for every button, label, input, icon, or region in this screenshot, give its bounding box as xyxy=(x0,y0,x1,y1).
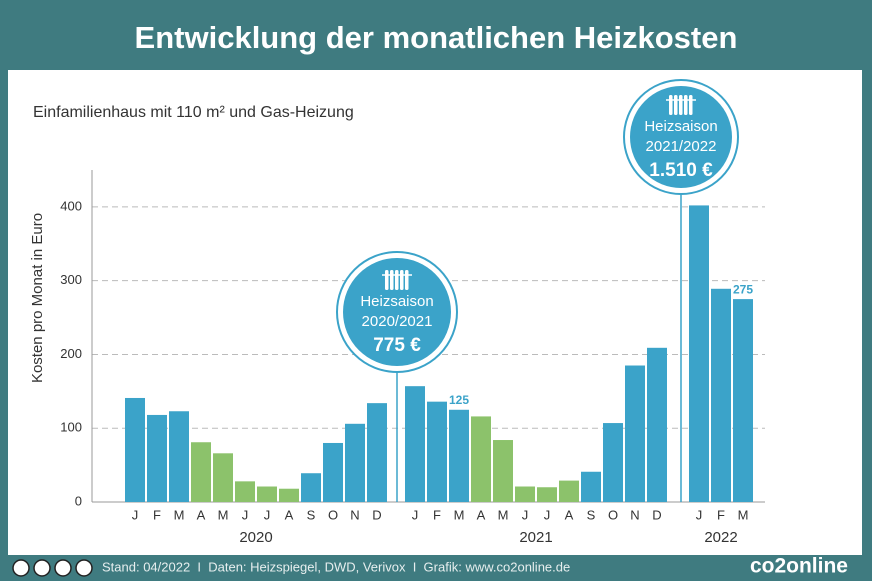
radiator-icon xyxy=(400,270,404,290)
x-tick-label: J xyxy=(264,507,271,522)
x-tick-label: M xyxy=(174,507,185,522)
bar xyxy=(279,488,299,502)
bar xyxy=(581,471,601,502)
callout-season: 2020/2021 xyxy=(362,313,433,330)
x-tick-label: N xyxy=(350,507,359,522)
logo: co2online xyxy=(750,555,848,578)
bar xyxy=(449,409,469,502)
bar xyxy=(515,486,535,502)
x-tick-label: A xyxy=(477,507,486,522)
bar xyxy=(257,486,277,502)
x-tick-label: S xyxy=(307,507,316,522)
bar xyxy=(125,397,145,502)
year-label: 2020 xyxy=(239,529,272,546)
y-tick-label: 400 xyxy=(60,198,82,213)
license-icons xyxy=(12,559,93,577)
x-tick-label: S xyxy=(587,507,596,522)
radiator-icon xyxy=(385,270,389,290)
x-tick-label: J xyxy=(412,507,419,522)
bar xyxy=(471,416,491,502)
x-tick-label: J xyxy=(696,507,703,522)
x-tick-label: A xyxy=(565,507,574,522)
bar xyxy=(235,481,255,502)
y-axis-label: Kosten pro Monat in Euro xyxy=(29,213,46,383)
bar xyxy=(733,299,753,502)
x-tick-label: A xyxy=(285,507,294,522)
x-tick-label: J xyxy=(522,507,529,522)
bar xyxy=(625,365,645,502)
radiator-icon xyxy=(684,95,688,115)
x-tick-label: O xyxy=(608,507,618,522)
radiator-icon xyxy=(679,95,683,115)
y-tick-label: 300 xyxy=(60,272,82,287)
source: Stand: 04/2022 I Daten: Heizspiegel, DWD… xyxy=(102,559,570,574)
icon xyxy=(75,559,93,577)
bar xyxy=(689,205,709,502)
y-tick-label: 200 xyxy=(60,346,82,361)
value-label: 125 xyxy=(449,393,469,407)
radiator-icon xyxy=(395,270,399,290)
bar xyxy=(603,423,623,502)
x-tick-label: J xyxy=(242,507,249,522)
x-tick-label: M xyxy=(498,507,509,522)
x-tick-label: D xyxy=(372,507,381,522)
callout-season: 2021/2022 xyxy=(646,138,717,155)
x-tick-label: N xyxy=(630,507,639,522)
x-tick-label: D xyxy=(652,507,661,522)
title: Entwicklung der monatlichen Heizkosten xyxy=(135,20,738,55)
x-tick-label: O xyxy=(328,507,338,522)
bar xyxy=(493,440,513,502)
bar xyxy=(559,480,579,502)
bar xyxy=(169,411,189,502)
bar xyxy=(537,487,557,502)
icon xyxy=(33,559,51,577)
radiator-icon xyxy=(390,270,394,290)
bar xyxy=(711,288,731,502)
bar xyxy=(367,403,387,502)
subtitle: Einfamilienhaus mit 110 m² und Gas-Heizu… xyxy=(33,104,354,121)
y-tick-label: 100 xyxy=(60,420,82,435)
x-tick-label: F xyxy=(433,507,441,522)
radiator-icon xyxy=(405,270,409,290)
x-tick-label: F xyxy=(153,507,161,522)
bar xyxy=(427,401,447,502)
radiator-icon xyxy=(674,95,678,115)
bar xyxy=(213,453,233,502)
x-tick-label: M xyxy=(738,507,749,522)
icon xyxy=(12,559,30,577)
value-label: 275 xyxy=(733,282,753,296)
icon xyxy=(54,559,72,577)
x-tick-label: F xyxy=(717,507,725,522)
y-tick-label: 0 xyxy=(75,493,82,508)
callout-total: 1.510 € xyxy=(649,160,713,181)
bar xyxy=(647,347,667,502)
bar xyxy=(345,423,365,502)
bar xyxy=(323,442,343,502)
radiator-icon xyxy=(669,95,673,115)
callout-total: 775 € xyxy=(373,335,421,356)
x-tick-label: M xyxy=(218,507,229,522)
bar xyxy=(191,442,211,502)
x-tick-label: J xyxy=(132,507,139,522)
x-tick-label: J xyxy=(544,507,551,522)
x-tick-label: A xyxy=(197,507,206,522)
year-label: 2022 xyxy=(704,529,737,546)
radiator-icon xyxy=(689,95,693,115)
callout-title: Heizsaison xyxy=(644,118,717,135)
callout-disc xyxy=(343,258,451,366)
callout-disc xyxy=(630,86,732,188)
callout-title: Heizsaison xyxy=(360,293,433,310)
bar xyxy=(147,414,167,502)
year-label: 2021 xyxy=(519,529,552,546)
bar xyxy=(405,386,425,502)
x-tick-label: M xyxy=(454,507,465,522)
bar xyxy=(301,473,321,502)
